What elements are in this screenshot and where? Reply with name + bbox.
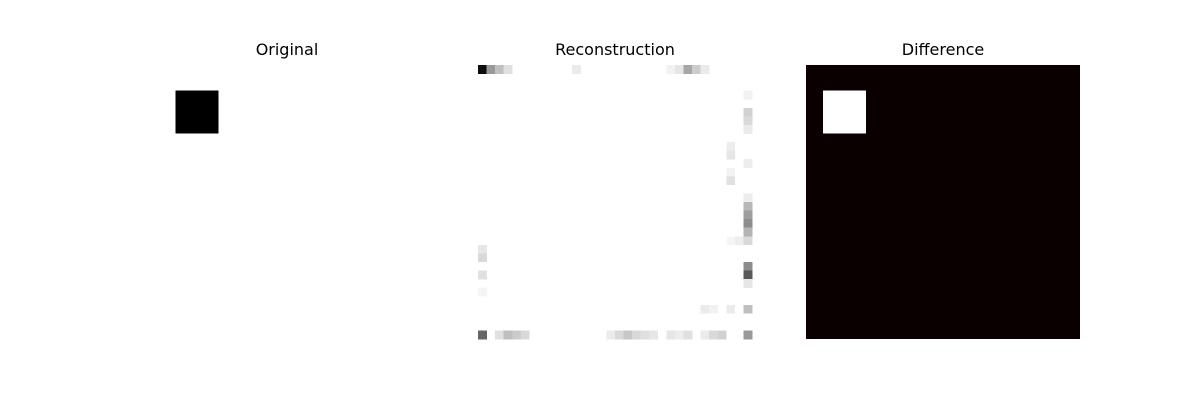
- heatmap-cell: [486, 65, 496, 74]
- heatmap-cell: [632, 330, 641, 340]
- heatmap-cell: [709, 304, 719, 314]
- heatmap-cell: [478, 253, 487, 263]
- heatmap-reconstruction: [478, 65, 753, 340]
- heatmap-cell: [478, 65, 487, 74]
- heatmap-cell: [743, 270, 753, 280]
- panel-title-difference: Difference: [901, 40, 985, 59]
- heatmap-cell: [717, 330, 727, 340]
- panel-title-reconstruction: Reconstruction: [555, 40, 675, 59]
- heatmap-cell: [666, 65, 676, 74]
- heatmap-cell: [726, 150, 736, 160]
- heatmap-cell: [743, 210, 753, 220]
- heatmap-cell: [478, 270, 487, 280]
- heatmap-cell: [743, 236, 753, 246]
- heatmap-cell: [743, 202, 753, 211]
- heatmap-cell: [615, 330, 624, 340]
- heatmap-cell: [726, 167, 736, 177]
- heatmap-cell: [743, 107, 753, 117]
- heatmap-cell: [726, 142, 736, 151]
- heatmap-difference: [806, 65, 1080, 339]
- heatmap-cell: [726, 176, 736, 186]
- heatmap-cell: [674, 330, 684, 340]
- heatmap-cell: [743, 193, 753, 203]
- heatmap-cell: [743, 90, 753, 100]
- heatmap-cell: [743, 304, 753, 314]
- heatmap-cell: [726, 304, 736, 314]
- heatmap-cell: [700, 65, 710, 74]
- heatmap-patch: [175, 90, 219, 134]
- heatmap-cell: [666, 330, 676, 340]
- heatmap-cell: [743, 227, 753, 237]
- heatmap-cell: [495, 330, 504, 340]
- heatmap-cell: [503, 65, 513, 74]
- heatmap-cell: [478, 244, 487, 254]
- panel-title-original: Original: [255, 40, 319, 59]
- heatmap-cell: [743, 279, 753, 288]
- heatmap-cell: [495, 65, 504, 74]
- heatmap-cell: [743, 159, 753, 169]
- heatmap-original: [150, 65, 424, 339]
- heatmap-cell: [726, 236, 736, 246]
- heatmap-cell: [683, 330, 693, 340]
- heatmap-patch: [823, 90, 866, 134]
- heatmap-cell: [640, 330, 650, 340]
- heatmap-cell: [743, 330, 753, 340]
- heatmap-cell: [743, 261, 753, 271]
- heatmap-cell: [606, 330, 616, 340]
- heatmap-cell: [743, 124, 753, 134]
- heatmap-cell: [743, 219, 753, 228]
- panel-reconstruction: Reconstruction: [478, 0, 753, 400]
- heatmap-cell: [743, 116, 753, 126]
- heatmap-cell: [683, 65, 693, 74]
- heatmap-cell: [503, 330, 513, 340]
- heatmap-cell: [520, 330, 530, 340]
- heatmap-cell: [709, 330, 719, 340]
- heatmap-cell: [478, 330, 487, 340]
- heatmap-background: [478, 65, 752, 339]
- heatmap-cell: [649, 330, 659, 340]
- panel-difference: Difference: [806, 0, 1080, 400]
- heatmap-cell: [700, 330, 710, 340]
- heatmap-cell: [674, 65, 684, 74]
- heatmap-cell: [512, 330, 522, 340]
- heatmap-cell: [623, 330, 633, 340]
- heatmap-cell: [478, 287, 487, 297]
- heatmap-cell: [734, 236, 744, 246]
- heatmap-cell: [700, 304, 710, 314]
- heatmap-cell: [692, 65, 701, 74]
- heatmap-cell: [572, 65, 582, 74]
- panel-original: Original: [150, 0, 424, 400]
